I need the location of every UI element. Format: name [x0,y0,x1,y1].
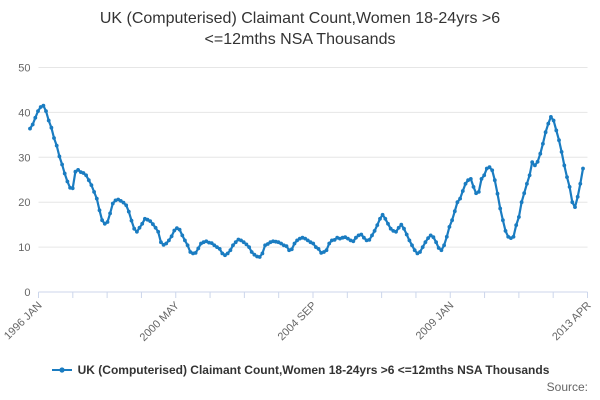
svg-text:40: 40 [18,107,30,119]
svg-text:20: 20 [18,197,30,209]
svg-text:10: 10 [18,242,30,254]
svg-text:1996 JAN: 1996 JAN [2,300,45,343]
svg-text:50: 50 [18,63,30,75]
series-line [28,104,585,259]
svg-text:0: 0 [24,287,30,299]
legend-label: UK (Computerised) Claimant Count,Women 1… [77,363,550,377]
series-point-markers [28,103,585,259]
svg-text:2000 MAY: 2000 MAY [138,299,183,344]
svg-text:30: 30 [18,152,30,164]
grid-lines [38,67,588,248]
x-axis-labels: 1996 JAN 2000 MAY 2004 SEP 2009 JAN 2013 APR [2,299,594,344]
legend-item[interactable]: UK (Computerised) Claimant Count,Women 1… [0,361,600,379]
chart-title: UK (Computerised) Claimant Count,Women 1… [99,10,501,49]
y-axis-labels: 0 10 20 30 40 50 [18,63,30,300]
svg-text:2013 APR: 2013 APR [550,300,594,344]
x-axis-ticks [38,292,588,298]
source-label: Source: [546,380,588,394]
svg-text:2009 JAN: 2009 JAN [414,300,457,343]
line-chart: 0 10 20 30 40 50 1996 JAN 2000 MAY 2004 SEP 2009 … [2,63,594,344]
svg-text:2004 SEP: 2004 SEP [276,300,320,344]
legend-line-marker-icon [51,367,72,373]
